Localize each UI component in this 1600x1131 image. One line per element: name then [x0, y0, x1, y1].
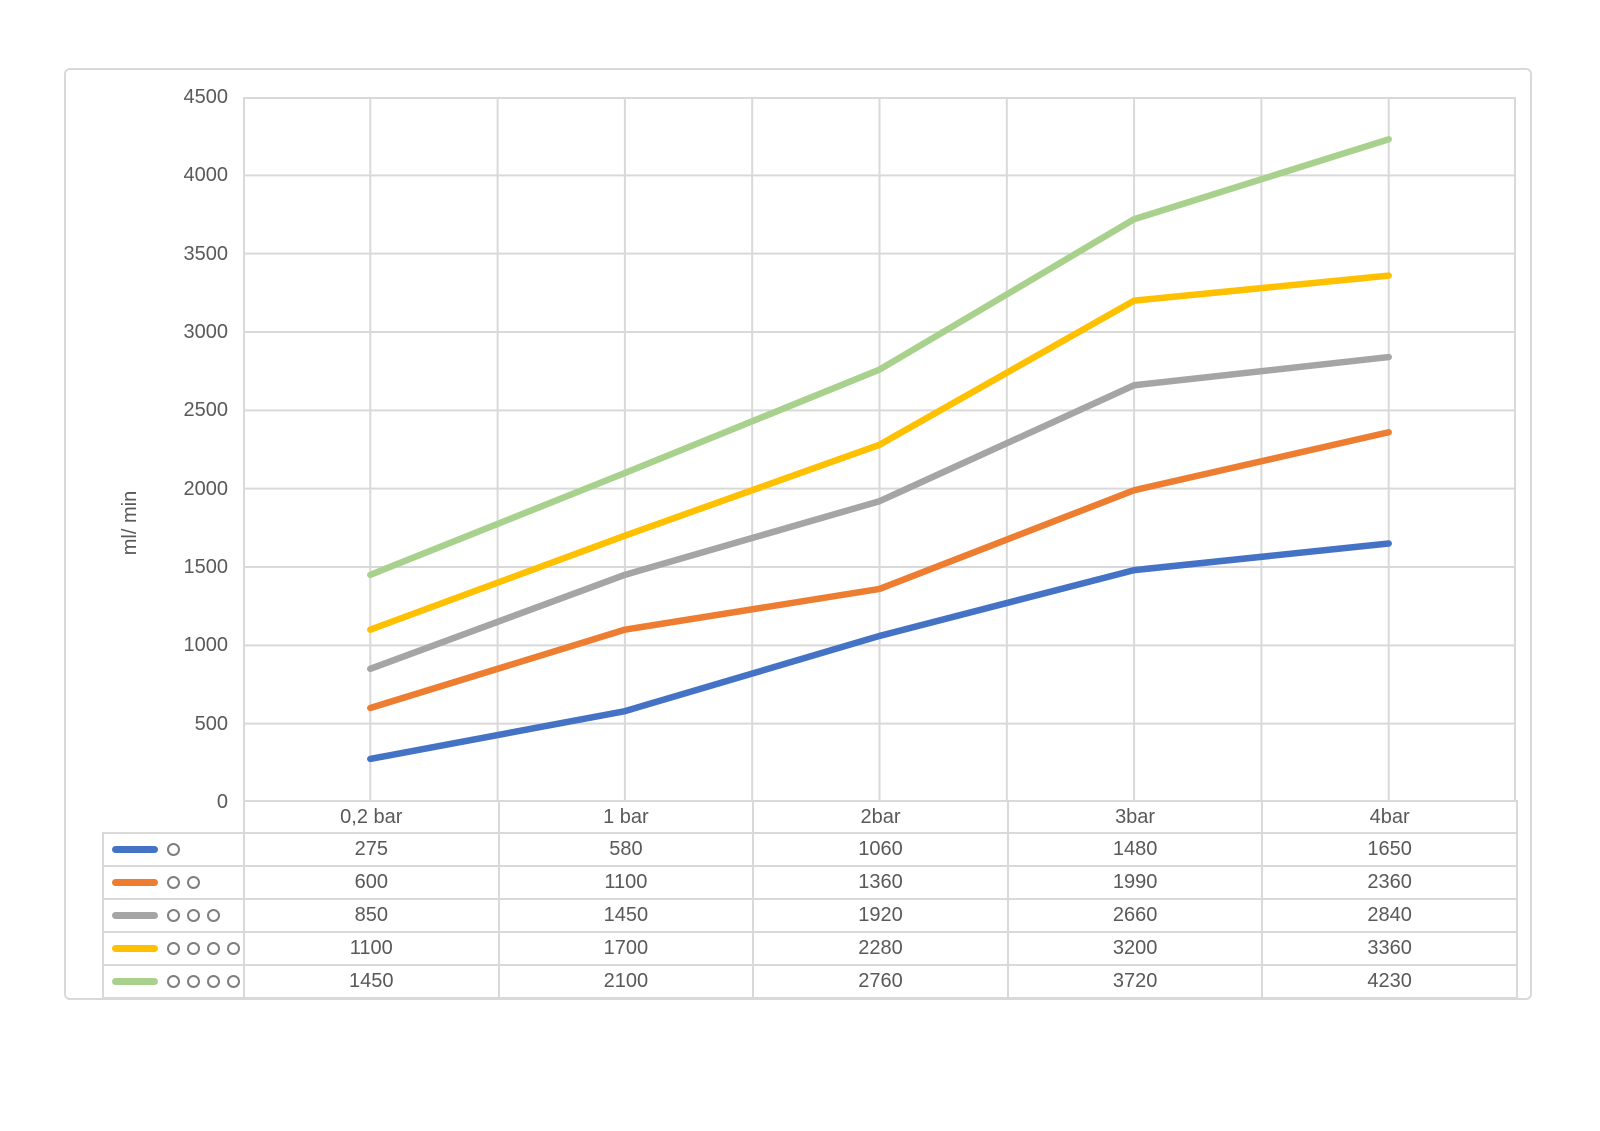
table-corner-cell	[103, 801, 244, 833]
category-label: 1 bar	[497, 800, 755, 834]
series-line-3	[367, 353, 1392, 673]
plot-area	[243, 97, 1516, 802]
circle-icon	[227, 942, 240, 955]
legend-key-series-3	[102, 898, 245, 933]
circle-icon	[207, 909, 220, 922]
y-tick-label: 0	[216, 791, 228, 813]
legend-line-swatch	[112, 879, 158, 886]
legend-key-series-1	[102, 832, 245, 867]
circle-icon	[187, 876, 200, 889]
circle-icon	[167, 942, 180, 955]
y-tick-label: 2500	[183, 399, 229, 422]
legend-key-series-5	[102, 964, 245, 999]
table-value-cell: 1100	[497, 865, 755, 900]
y-tick-label: 3000	[183, 321, 229, 343]
series-line-2	[367, 429, 1392, 712]
data-table-legend: 0,2 bar 1 bar 2bar 3bar 4bar 275 580 1060 1480 16…	[102, 800, 1518, 999]
table-value-cell: 2840	[1261, 898, 1518, 933]
circle-icon	[167, 876, 180, 889]
chart-container: ml/ min 0 500 1000 1500 2000 2500 3000 3500 4000…	[64, 68, 1532, 1000]
y-tick-label: 500	[194, 712, 228, 735]
table-value-cell: 1480	[1006, 832, 1264, 867]
table-value-cell: 3200	[1006, 931, 1264, 966]
circle-icon	[167, 909, 180, 922]
table-value-cell: 1700	[497, 931, 755, 966]
table-value-cell: 1060	[752, 832, 1009, 867]
table-value-cell: 3360	[1261, 931, 1518, 966]
circle-icon	[187, 942, 200, 955]
circle-icon	[227, 975, 240, 988]
series-line-4	[367, 272, 1392, 633]
table-row-series-2: 600 1100 1360 1990 2360	[102, 865, 1518, 900]
table-value-cell: 2360	[1261, 865, 1518, 900]
circle-icon	[187, 909, 200, 922]
legend-line-swatch	[112, 978, 158, 985]
y-tick-label: 3500	[183, 242, 229, 265]
table-value-cell: 2100	[497, 964, 755, 999]
category-label: 3bar	[1006, 800, 1264, 834]
legend-key-series-4	[102, 931, 245, 966]
category-label: 2bar	[752, 800, 1009, 834]
circle-icon	[207, 942, 220, 955]
table-value-cell: 2660	[1006, 898, 1264, 933]
table-row-series-5: 1450 2100 2760 3720 4230	[102, 964, 1518, 999]
table-value-cell: 275	[243, 832, 500, 867]
category-label: 4bar	[1261, 800, 1518, 834]
y-tick-label: 4500	[183, 86, 229, 108]
category-label: 0,2 bar	[243, 800, 500, 834]
legend-line-swatch	[112, 912, 158, 919]
table-value-cell: 1920	[752, 898, 1009, 933]
circle-icon	[167, 975, 180, 988]
circle-icon	[187, 975, 200, 988]
table-value-cell: 580	[497, 832, 755, 867]
table-value-cell: 600	[243, 865, 500, 900]
table-value-cell: 850	[243, 898, 500, 933]
table-value-cell: 2760	[752, 964, 1009, 999]
y-tick-label: 4000	[183, 164, 229, 187]
circle-icon	[207, 975, 220, 988]
legend-line-swatch	[112, 846, 158, 853]
table-value-cell: 1650	[1261, 832, 1518, 867]
table-value-cell: 1100	[243, 931, 500, 966]
y-tick-label: 1500	[183, 556, 229, 578]
category-header-row: 0,2 bar 1 bar 2bar 3bar 4bar	[103, 800, 1518, 834]
legend-key-series-2	[102, 865, 245, 900]
table-row-series-1: 275 580 1060 1480 1650	[102, 832, 1518, 867]
table-value-cell: 1450	[497, 898, 755, 933]
circle-icon	[167, 843, 180, 856]
y-tick-label: 2000	[183, 477, 229, 500]
table-row-series-4: 1100 1700 2280 3200 3360	[102, 931, 1518, 966]
table-value-cell: 1360	[752, 865, 1009, 900]
table-value-cell: 4230	[1261, 964, 1518, 999]
series-line-1	[367, 540, 1392, 763]
table-row-series-3: 850 1450 1920 2660 2840	[102, 898, 1518, 933]
table-value-cell: 3720	[1006, 964, 1264, 999]
series-line-5	[367, 136, 1392, 579]
y-tick-label: 1000	[183, 634, 229, 657]
table-value-cell: 1450	[243, 964, 500, 999]
table-value-cell: 2280	[752, 931, 1009, 966]
legend-line-swatch	[112, 945, 158, 952]
table-value-cell: 1990	[1006, 865, 1264, 900]
